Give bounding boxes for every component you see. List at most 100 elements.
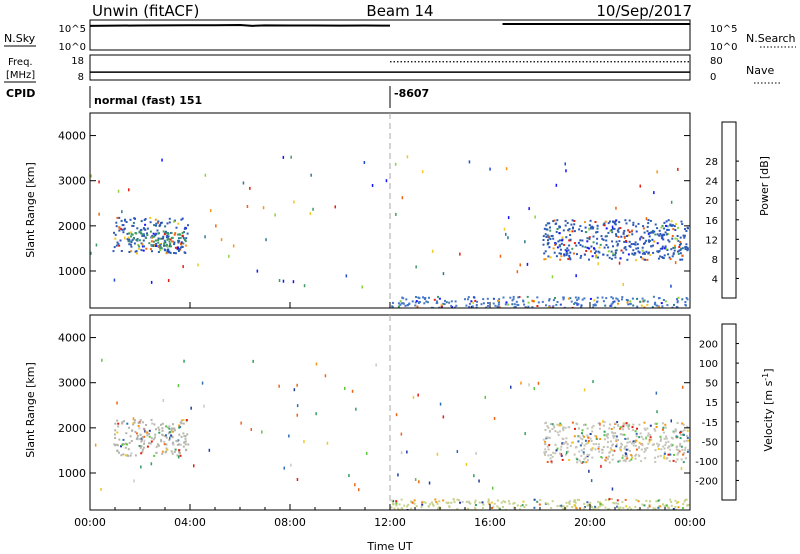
data-cell (228, 254, 230, 258)
data-cell (612, 227, 614, 230)
data-cell (274, 213, 276, 217)
data-cell (687, 227, 689, 230)
data-cell (116, 431, 119, 434)
data-cell (555, 222, 558, 225)
data-cell (589, 297, 592, 300)
data-cell (169, 242, 172, 245)
data-cell (603, 434, 606, 437)
data-cell (160, 438, 163, 441)
data-cell (630, 458, 633, 461)
data-cell (139, 229, 142, 232)
data-cell (559, 248, 562, 251)
data-cell (614, 432, 617, 435)
data-cell (414, 301, 417, 304)
data-cell (394, 162, 397, 166)
data-cell (565, 236, 568, 239)
data-cell (438, 500, 441, 503)
data-cell (165, 232, 168, 235)
data-cell (645, 436, 647, 440)
data-cell (400, 498, 403, 501)
data-cell (667, 446, 670, 449)
data-cell (184, 435, 187, 438)
data-cell (612, 301, 615, 303)
data-cell (682, 503, 685, 506)
data-cell (620, 249, 623, 252)
data-cell (172, 443, 175, 446)
data-cell (120, 250, 123, 252)
data-cell (142, 446, 145, 449)
data-cell (155, 224, 157, 227)
data-cell (123, 443, 126, 446)
data-cell (580, 306, 583, 308)
data-cell (130, 452, 133, 455)
data-cell (493, 502, 496, 505)
data-cell (135, 232, 138, 235)
data-cell (395, 500, 398, 503)
data-cell (385, 179, 388, 183)
data-cell (128, 240, 131, 243)
data-cell (124, 446, 127, 449)
data-cell (600, 464, 602, 468)
data-cell (584, 456, 587, 459)
data-cell (115, 443, 118, 446)
data-cell (452, 498, 455, 501)
data-cell (138, 247, 141, 250)
data-cell (439, 402, 442, 406)
data-cell (606, 433, 609, 436)
data-cell (400, 507, 403, 510)
data-cell (138, 245, 141, 248)
data-cell (582, 451, 585, 454)
data-cell (662, 445, 665, 448)
data-cell (676, 226, 679, 229)
data-cell (436, 300, 438, 303)
data-cell (599, 243, 602, 246)
data-cell (683, 429, 686, 432)
data-cell (410, 507, 413, 510)
data-cell (139, 438, 142, 440)
data-cell (406, 450, 408, 454)
data-cell (543, 451, 546, 454)
data-cell (145, 431, 148, 434)
data-cell (542, 239, 545, 241)
data-cell (610, 303, 613, 306)
data-cell (523, 303, 526, 306)
data-cell (185, 419, 188, 421)
data-cell (183, 231, 185, 234)
data-cell (574, 446, 577, 449)
data-cell (591, 426, 594, 429)
data-cell (655, 500, 658, 503)
data-cell (672, 431, 675, 434)
data-cell (186, 433, 189, 436)
data-cell (640, 448, 643, 451)
data-cell (610, 229, 613, 231)
data-cell (148, 442, 150, 445)
data-cell (595, 437, 598, 440)
data-cell (497, 299, 499, 302)
data-cell (594, 303, 596, 306)
data-cell (182, 237, 185, 240)
data-cell (586, 501, 589, 504)
data-cell (126, 422, 129, 425)
data-cell (498, 301, 500, 304)
data-cell (587, 441, 590, 444)
data-cell (641, 246, 644, 249)
data-cell (599, 438, 602, 440)
power-colorbar-label: Power [dB] (758, 156, 771, 216)
data-cell (180, 241, 183, 244)
data-cell (676, 298, 678, 301)
data-cell (548, 235, 550, 238)
data-cell (597, 422, 600, 425)
colorbar-tick-label: 4 (712, 274, 718, 285)
data-cell (651, 443, 654, 446)
data-cell (594, 252, 596, 254)
data-cell (565, 254, 568, 257)
data-cell (668, 445, 670, 448)
data-cell (577, 297, 580, 300)
data-cell (616, 421, 619, 424)
data-cell (643, 251, 646, 254)
data-cell (183, 441, 186, 444)
data-cell (566, 247, 569, 250)
data-cell (544, 422, 547, 425)
